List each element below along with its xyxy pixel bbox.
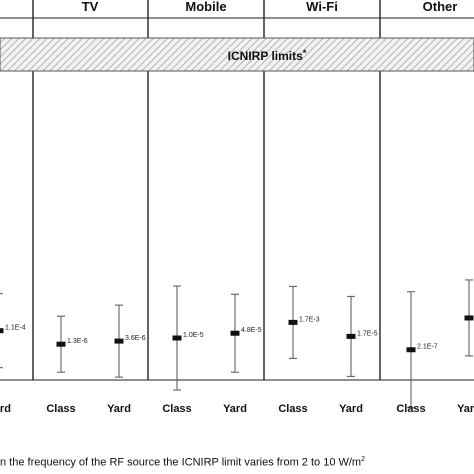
point-marker-tv-yard xyxy=(114,338,124,344)
point-marker-mobile-class xyxy=(172,335,182,341)
point-marker-wi-fi-class xyxy=(288,319,298,325)
x-tick-label-other-class: Class xyxy=(396,403,425,415)
point-marker-other-class xyxy=(406,347,416,353)
value-label-other-class: 2.1E-7 xyxy=(417,344,438,351)
x-tick-label-mobile-yard: Yard xyxy=(223,403,247,415)
icnirp-limit-band xyxy=(0,37,474,72)
x-tick-label-tv-yard: Yard xyxy=(107,403,131,415)
point-marker-other-yard xyxy=(464,315,474,321)
value-label-panel-yard: 1.1E-4 xyxy=(5,325,26,332)
value-label-wi-fi-class: 1.7E-3 xyxy=(299,316,320,323)
value-label-mobile-class: 1.0E-5 xyxy=(183,332,204,339)
point-marker-panel-yard xyxy=(0,328,4,334)
x-tick-label-wi-fi-class: Class xyxy=(278,403,307,415)
point-marker-wi-fi-yard xyxy=(346,333,356,339)
panel-label-mobile: Mobile xyxy=(185,0,226,14)
point-marker-mobile-yard xyxy=(230,330,240,336)
point-marker-tv-class xyxy=(56,341,66,347)
value-label-wi-fi-yard: 1.7E-5 xyxy=(357,330,378,337)
panel-label-other: Other xyxy=(423,0,458,14)
value-label-tv-class: 1.3E-6 xyxy=(67,338,88,345)
footnote: n the frequency of the RF source the ICN… xyxy=(0,456,474,469)
x-tick-label-panel-yard: Yard xyxy=(0,403,11,415)
panel-label-tv: TV xyxy=(82,0,99,14)
footnote-text: n the frequency of the RF source the ICN… xyxy=(0,456,362,469)
icnirp-band-label: ICNIRP limits* xyxy=(228,48,307,63)
value-label-tv-yard: 3.6E-6 xyxy=(125,335,146,342)
x-tick-label-tv-class: Class xyxy=(46,403,75,415)
x-tick-label-wi-fi-yard: Yard xyxy=(339,403,363,415)
x-tick-label-other-yard: Yard xyxy=(457,403,474,415)
value-label-mobile-yard: 4.8E-5 xyxy=(241,327,262,334)
panel-label-wi-fi: Wi-Fi xyxy=(306,0,338,14)
footnote-superscript: 2 xyxy=(361,456,366,463)
x-tick-label-mobile-class: Class xyxy=(162,403,191,415)
